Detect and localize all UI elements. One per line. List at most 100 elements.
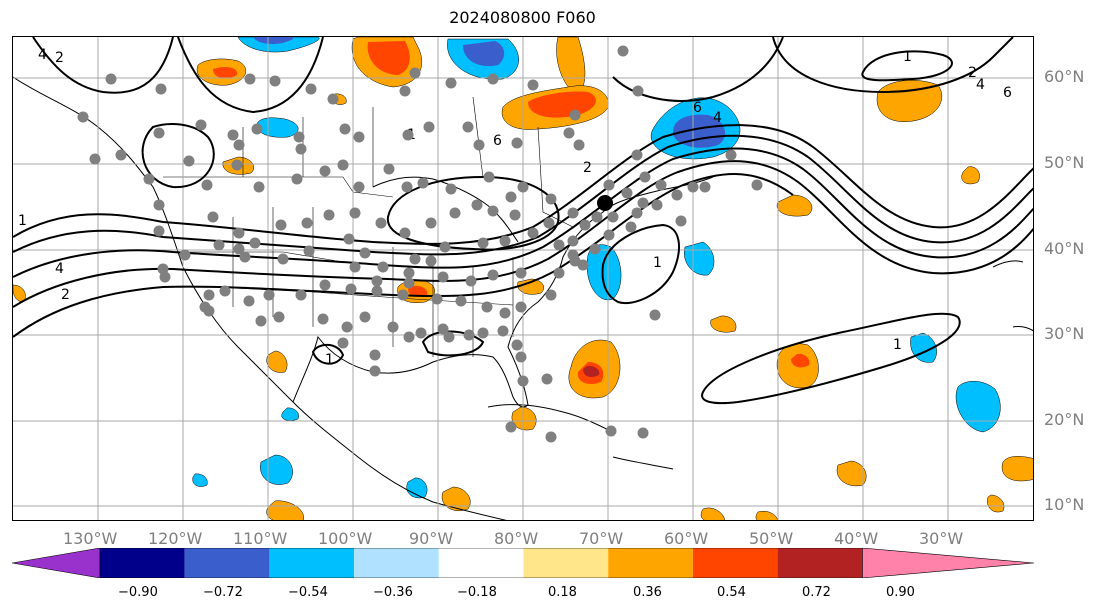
- station-dot: [425, 217, 437, 229]
- station-dot: [553, 267, 565, 279]
- station-dot: [409, 253, 421, 265]
- contour-label-2: 2: [61, 287, 70, 303]
- station-dot: [403, 277, 415, 289]
- station-dot: [399, 227, 411, 239]
- station-dot: [455, 295, 467, 307]
- station-dot: [353, 131, 365, 143]
- station-dot: [477, 327, 489, 339]
- station-dot: [625, 221, 637, 233]
- lat-label-30n: 30°N: [1044, 324, 1085, 343]
- station-dot: [487, 73, 499, 85]
- station-dot: [255, 315, 267, 327]
- map-title: 2024080800 F060: [449, 8, 596, 27]
- station-dot: [339, 123, 351, 135]
- station-dot: [409, 67, 421, 79]
- station-dot: [115, 149, 127, 161]
- station-dot: [295, 143, 307, 155]
- station-dot: [301, 217, 313, 229]
- station-dot: [567, 235, 579, 247]
- station-dot: [603, 179, 615, 191]
- station-dot: [327, 93, 339, 105]
- contour-label-4: 4: [55, 261, 64, 277]
- station-dot: [632, 85, 644, 97]
- colorbar-tick-label: −0.90: [118, 585, 158, 600]
- station-dot: [725, 149, 737, 161]
- station-dot: [499, 307, 511, 319]
- station-dot: [203, 289, 215, 301]
- station-dot: [445, 77, 457, 89]
- station-dot: [631, 149, 643, 161]
- station-dot: [199, 301, 211, 313]
- station-dot: [233, 227, 245, 239]
- station-dot: [573, 139, 585, 151]
- station-dot: [499, 235, 511, 247]
- station-dot: [517, 375, 529, 387]
- station-dot: [477, 237, 489, 249]
- station-dot: [77, 111, 89, 123]
- station-dot: [751, 179, 763, 191]
- contour-label-6: 6: [693, 100, 702, 116]
- station-dot: [505, 191, 517, 203]
- colorbar-tick-label: −0.54: [288, 585, 328, 600]
- station-dot: [402, 129, 414, 141]
- station-dot: [227, 129, 239, 141]
- station-dot: [207, 211, 219, 223]
- contour-label-2: 2: [55, 50, 64, 66]
- colorbar-segment: [692, 548, 778, 578]
- station-dot: [403, 331, 415, 343]
- station-dot: [155, 83, 167, 95]
- lat-label-10n: 10°N: [1044, 495, 1085, 514]
- station-dot: [239, 251, 251, 263]
- station-dot: [443, 331, 455, 343]
- station-dot: [567, 207, 579, 219]
- station-dot: [337, 337, 349, 349]
- station-dot: [431, 293, 443, 305]
- station-dot: [371, 285, 383, 297]
- station-dot: [341, 321, 353, 333]
- colorbar-tick-label: 0.54: [717, 585, 746, 600]
- station-dot: [637, 427, 649, 439]
- lat-label-60n: 60°N: [1044, 67, 1085, 86]
- station-dot: [563, 127, 575, 139]
- station-dot: [527, 79, 539, 91]
- station-dot: [343, 233, 355, 245]
- colorbar-segment: [100, 548, 185, 578]
- contour-label-2: 2: [968, 65, 977, 81]
- map-panel: 1 2 4 1 1 1 6 6 4 2 4 6 1 2 4 1 2: [12, 36, 1034, 521]
- station-dot: [275, 219, 287, 231]
- colorbar-segment: [777, 548, 863, 578]
- colorbar-segment: [354, 548, 439, 578]
- station-dot: [415, 327, 427, 339]
- station-dot: [263, 289, 275, 301]
- map-canvas: 1 2 4 1 1 1 6 6 4 2 4 6 1 2 4 1 2: [13, 37, 1033, 520]
- station-dot: [639, 171, 651, 183]
- station-dot: [269, 75, 281, 87]
- station-dot: [511, 137, 523, 149]
- station-dot: [671, 189, 683, 201]
- station-dot: [183, 155, 195, 167]
- colorbar-segments: [11, 548, 1035, 578]
- colorbar-extend-high: [861, 548, 1035, 578]
- contour-label-4: 4: [713, 110, 722, 126]
- station-dot: [509, 209, 521, 221]
- lon-label-40w: 40°W: [834, 529, 879, 548]
- station-dot: [483, 171, 495, 183]
- contour-label-1: 1: [18, 213, 27, 229]
- contour-label-6: 6: [1003, 85, 1012, 101]
- contour-label-4: 4: [976, 77, 985, 93]
- station-dot: [233, 243, 245, 255]
- lon-label-80w: 80°W: [494, 529, 539, 548]
- station-dot: [219, 285, 231, 297]
- station-dot: [607, 211, 619, 223]
- station-dot: [303, 245, 315, 257]
- lon-label-30w: 30°W: [919, 529, 964, 548]
- colorbar-tick-label: 0.36: [633, 585, 662, 600]
- station-dot: [515, 351, 527, 363]
- station-dot: [375, 217, 387, 229]
- station-dot: [295, 289, 307, 301]
- station-dot: [317, 313, 329, 325]
- contour-lines: [13, 37, 1033, 405]
- station-dot: [569, 255, 581, 267]
- station-dot: [359, 311, 371, 323]
- station-dot: [473, 139, 485, 151]
